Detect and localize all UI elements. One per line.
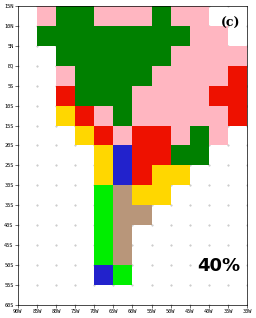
Bar: [152, 6, 171, 26]
Bar: [171, 106, 190, 126]
Bar: [190, 106, 209, 126]
Bar: [113, 185, 132, 205]
Bar: [56, 46, 75, 66]
Bar: [75, 126, 94, 145]
Bar: [75, 106, 94, 126]
Bar: [113, 145, 132, 165]
Bar: [94, 26, 113, 46]
Bar: [56, 6, 75, 26]
Bar: [75, 46, 94, 66]
Bar: [94, 265, 113, 285]
Bar: [228, 86, 247, 106]
Bar: [94, 66, 113, 86]
Bar: [94, 205, 113, 225]
Bar: [113, 66, 132, 86]
Bar: [152, 46, 171, 66]
Bar: [209, 26, 228, 46]
Bar: [113, 86, 132, 106]
Bar: [132, 165, 152, 185]
Bar: [190, 86, 209, 106]
Bar: [94, 86, 113, 106]
Bar: [152, 26, 171, 46]
Bar: [113, 245, 132, 265]
Bar: [171, 86, 190, 106]
Bar: [190, 145, 209, 165]
Bar: [94, 126, 113, 145]
Bar: [171, 66, 190, 86]
Bar: [132, 126, 152, 145]
Bar: [228, 66, 247, 86]
Bar: [152, 106, 171, 126]
Bar: [94, 46, 113, 66]
Bar: [113, 106, 132, 126]
Bar: [228, 106, 247, 126]
Bar: [152, 126, 171, 145]
Bar: [94, 225, 113, 245]
Bar: [37, 26, 56, 46]
Text: (c): (c): [221, 17, 240, 30]
Bar: [94, 165, 113, 185]
Bar: [75, 66, 94, 86]
Bar: [56, 26, 75, 46]
Bar: [132, 66, 152, 86]
Bar: [132, 86, 152, 106]
Bar: [132, 185, 152, 205]
Bar: [190, 26, 209, 46]
Bar: [190, 126, 209, 145]
Bar: [209, 126, 228, 145]
Bar: [56, 106, 75, 126]
Bar: [113, 205, 132, 225]
Bar: [171, 6, 190, 26]
Bar: [209, 46, 228, 66]
Bar: [209, 66, 228, 86]
Bar: [56, 66, 75, 86]
Bar: [132, 106, 152, 126]
Bar: [190, 66, 209, 86]
Bar: [113, 46, 132, 66]
Bar: [132, 145, 152, 165]
Bar: [171, 145, 190, 165]
Bar: [190, 6, 209, 26]
Bar: [56, 86, 75, 106]
Bar: [152, 86, 171, 106]
Bar: [209, 86, 228, 106]
Bar: [94, 6, 113, 26]
Bar: [113, 6, 132, 26]
Bar: [94, 145, 113, 165]
Bar: [94, 185, 113, 205]
Bar: [171, 46, 190, 66]
Bar: [132, 46, 152, 66]
Text: 40%: 40%: [197, 257, 240, 275]
Bar: [113, 165, 132, 185]
Bar: [94, 106, 113, 126]
Bar: [171, 26, 190, 46]
Bar: [152, 165, 171, 185]
Bar: [113, 26, 132, 46]
Bar: [190, 46, 209, 66]
Bar: [132, 6, 152, 26]
Bar: [152, 185, 171, 205]
Bar: [94, 245, 113, 265]
Bar: [75, 6, 94, 26]
Bar: [113, 265, 132, 285]
Bar: [37, 6, 56, 26]
Bar: [171, 126, 190, 145]
Bar: [113, 126, 132, 145]
Bar: [75, 86, 94, 106]
Bar: [132, 26, 152, 46]
Bar: [152, 66, 171, 86]
Bar: [171, 165, 190, 185]
Bar: [132, 205, 152, 225]
Bar: [152, 145, 171, 165]
Bar: [75, 26, 94, 46]
Bar: [209, 106, 228, 126]
Bar: [228, 46, 247, 66]
Bar: [113, 225, 132, 245]
